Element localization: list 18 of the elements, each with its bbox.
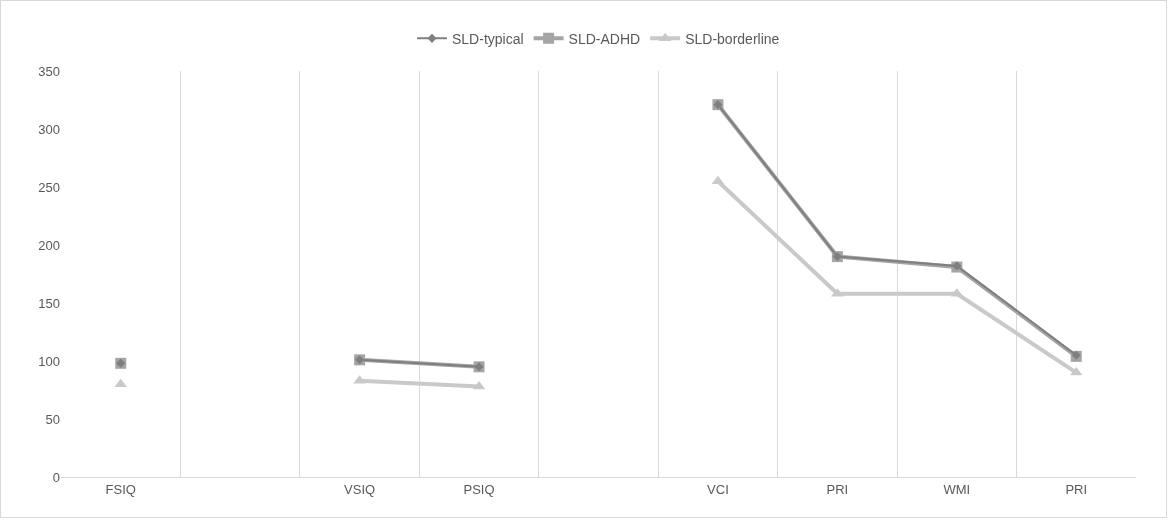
x-tick-label: PRI bbox=[826, 481, 849, 497]
y-tick-label: 100 bbox=[38, 353, 60, 369]
x-tick-label: PRI bbox=[1065, 481, 1088, 497]
x-tick-label: WMI bbox=[943, 481, 971, 497]
y-tick-label: 300 bbox=[38, 121, 60, 137]
x-tick-label: FSIQ bbox=[105, 481, 136, 497]
y-tick-label: 250 bbox=[38, 179, 60, 195]
x-tick-label: PSIQ bbox=[463, 481, 495, 497]
legend-label: SLD-typical bbox=[452, 30, 524, 47]
y-tick-label: 350 bbox=[38, 63, 60, 79]
x-tick-label: VSIQ bbox=[344, 481, 376, 497]
y-tick-label: 0 bbox=[52, 469, 60, 485]
x-tick-label: VCI bbox=[707, 481, 729, 497]
legend-label: SLD-borderline bbox=[685, 30, 780, 47]
y-tick-label: 150 bbox=[38, 295, 60, 311]
legend-label: SLD-ADHD bbox=[568, 30, 641, 47]
y-tick-label: 50 bbox=[45, 411, 60, 427]
y-tick-label: 200 bbox=[38, 237, 60, 253]
